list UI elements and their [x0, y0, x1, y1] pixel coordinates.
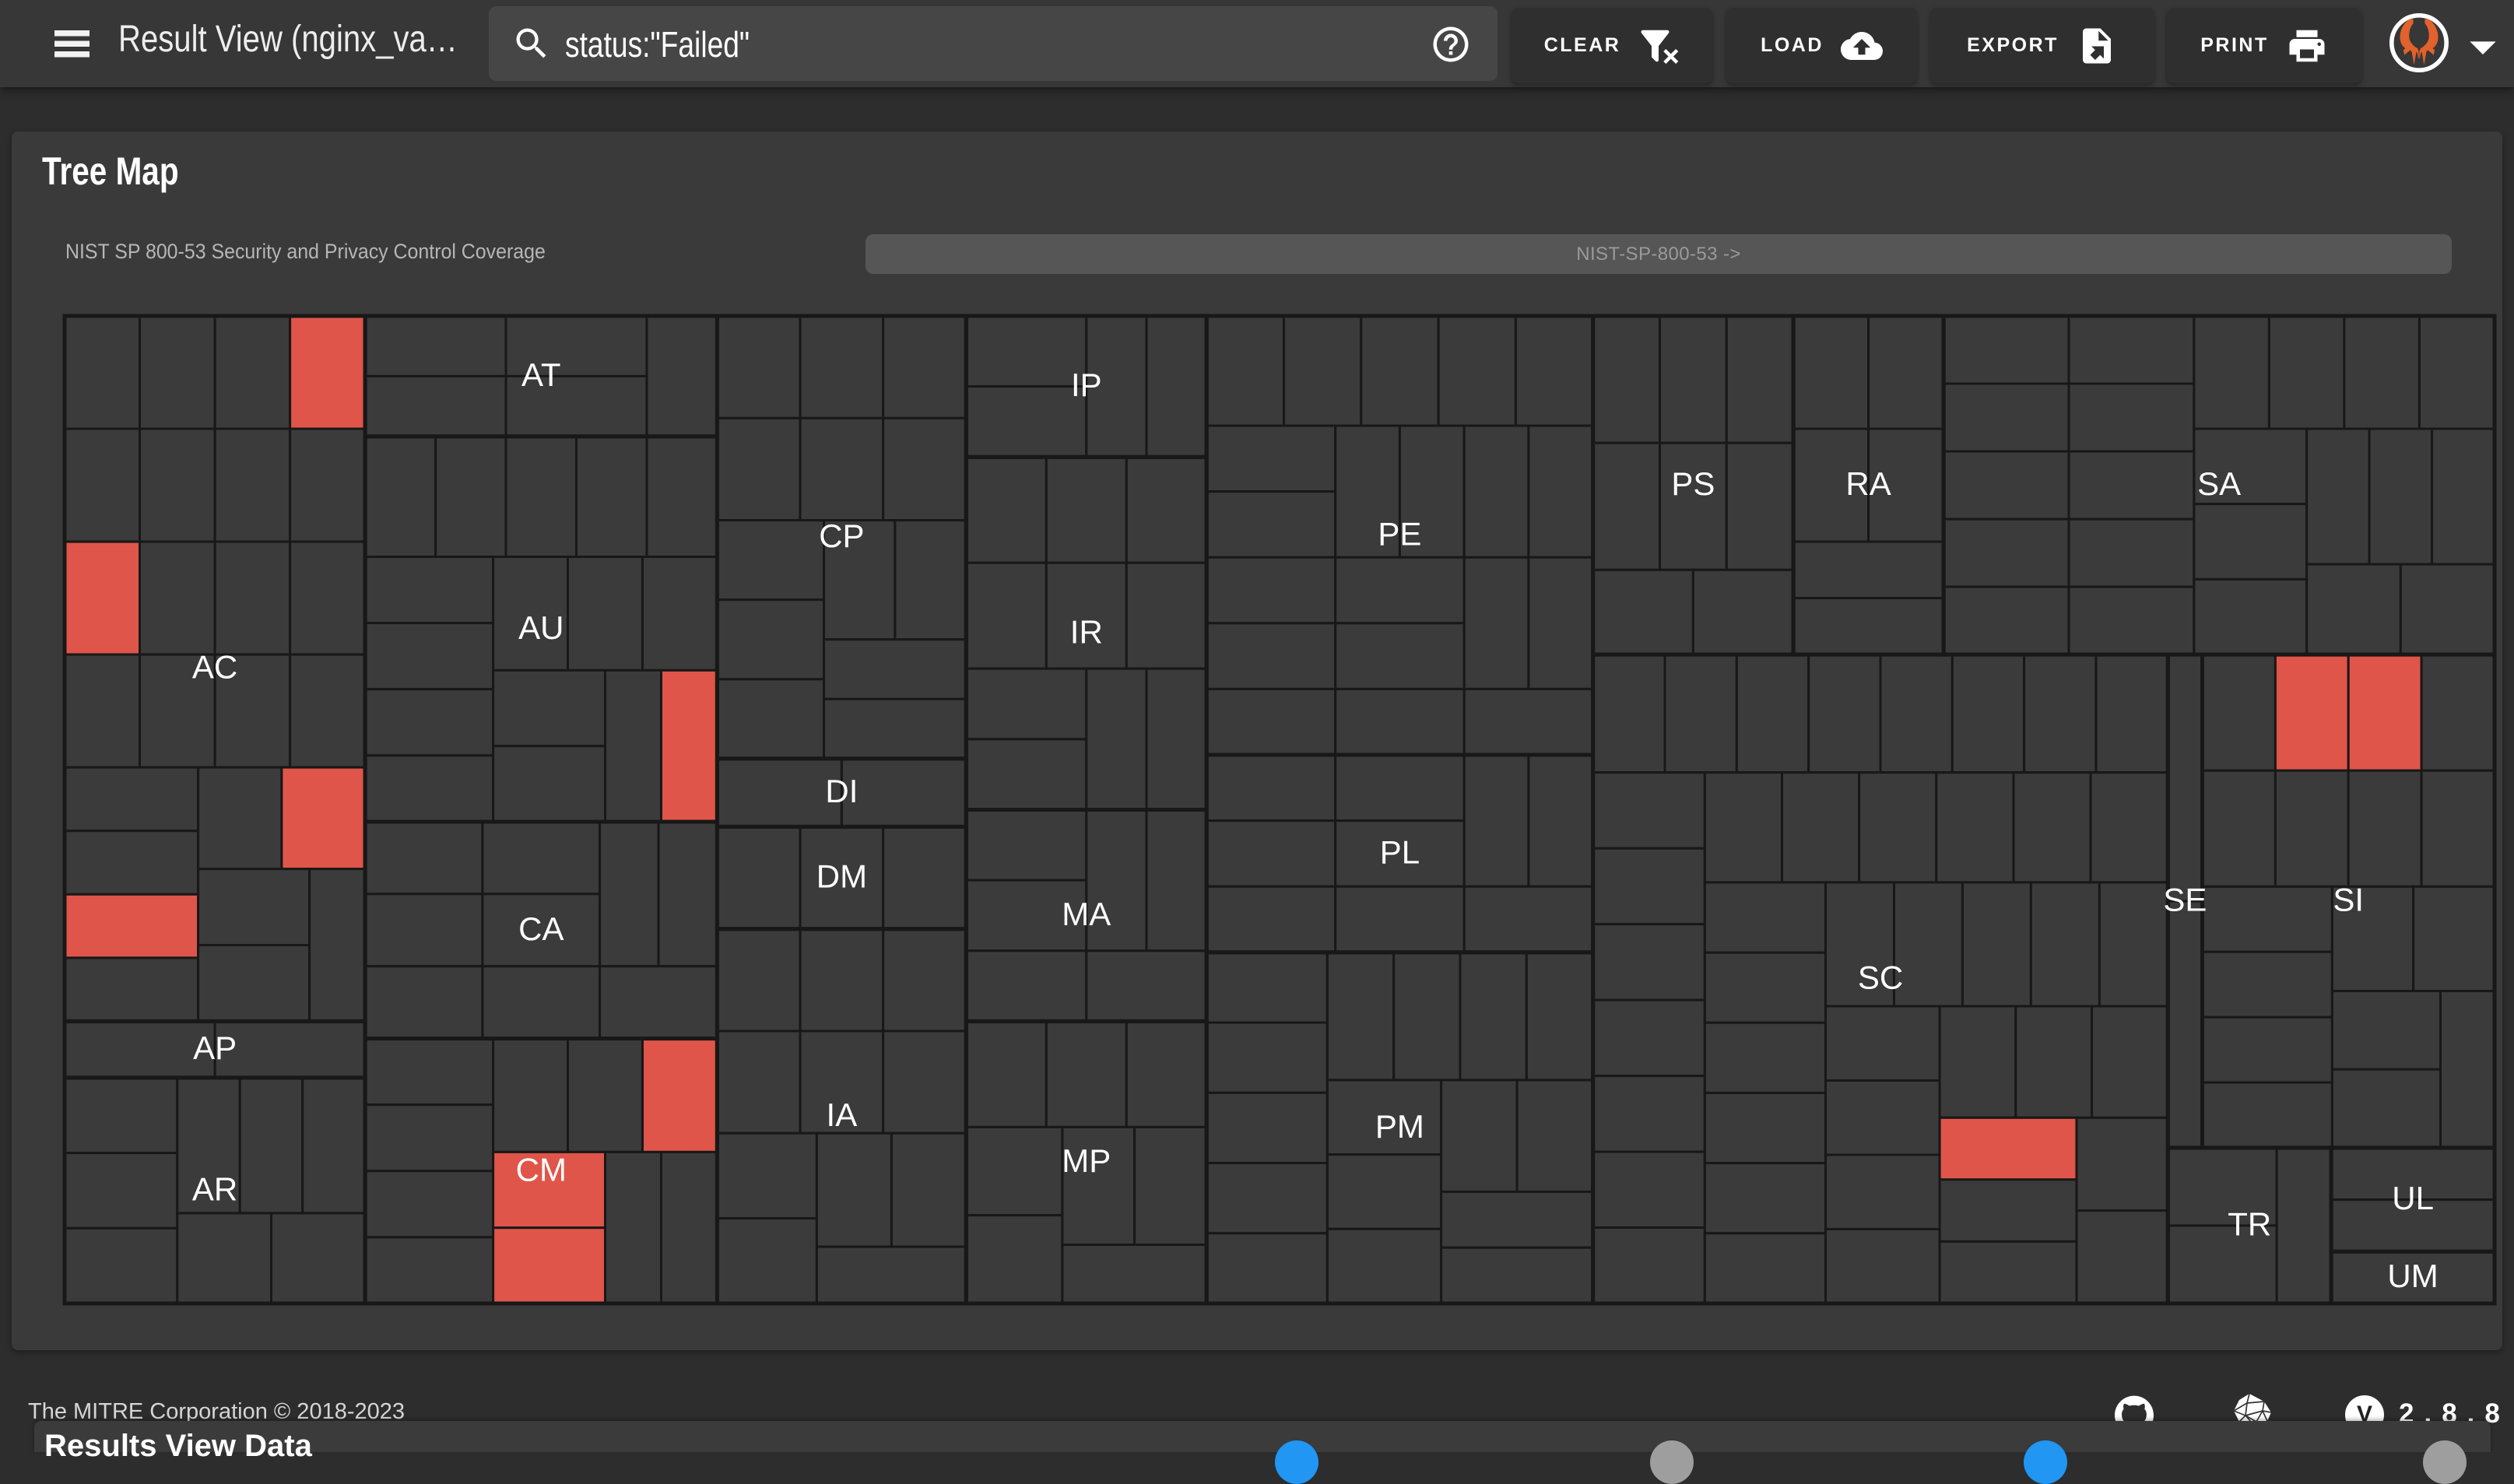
svg-text:SA: SA — [2197, 465, 2241, 502]
svg-text:MA: MA — [1062, 896, 1111, 932]
svg-text:PL: PL — [1380, 833, 1420, 870]
svg-text:IP: IP — [1071, 367, 1102, 403]
svg-text:UM: UM — [2387, 1258, 2438, 1294]
svg-text:CP: CP — [819, 517, 864, 554]
svg-text:TR: TR — [2228, 1205, 2271, 1242]
svg-text:MP: MP — [1062, 1142, 1111, 1179]
svg-text:DI: DI — [825, 773, 858, 809]
svg-text:UL: UL — [2392, 1180, 2434, 1216]
svg-text:AT: AT — [521, 356, 561, 393]
svg-text:AP: AP — [193, 1030, 237, 1066]
svg-text:SC: SC — [1858, 960, 1903, 996]
svg-text:IR: IR — [1070, 613, 1103, 650]
svg-text:SE: SE — [2163, 882, 2207, 918]
svg-text:PS: PS — [1671, 465, 1715, 502]
svg-text:AU: AU — [518, 609, 564, 646]
svg-text:CM: CM — [516, 1151, 567, 1188]
svg-text:PM: PM — [1375, 1108, 1424, 1145]
svg-text:CA: CA — [518, 910, 564, 947]
svg-text:IA: IA — [827, 1096, 858, 1133]
svg-text:RA: RA — [1845, 465, 1891, 502]
svg-text:DM: DM — [816, 858, 867, 895]
svg-text:SI: SI — [2333, 882, 2364, 918]
svg-text:AR: AR — [192, 1171, 237, 1208]
svg-text:AC: AC — [192, 649, 237, 686]
svg-text:PE: PE — [1378, 516, 1421, 553]
